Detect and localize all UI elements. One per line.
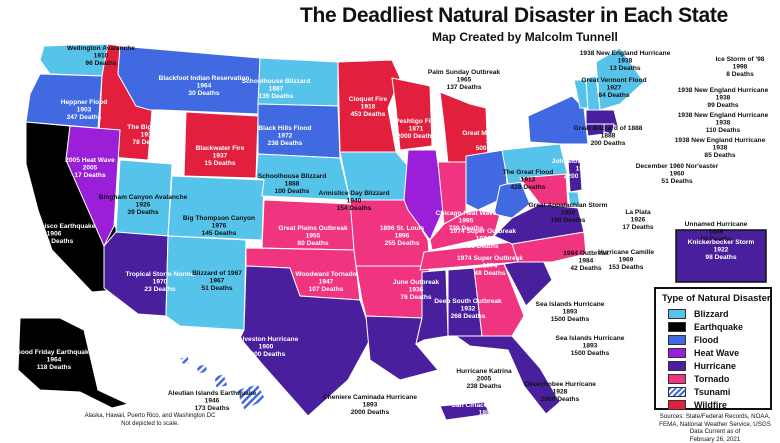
sources-line: Sources: State/Federal Records, NOAA, xyxy=(655,413,775,421)
state-hi4 xyxy=(236,384,266,410)
legend-item: Blizzard xyxy=(662,307,764,320)
state-ak xyxy=(18,318,128,408)
map-subtitle: Map Created by Malcolm Tunnell xyxy=(432,30,618,44)
legend-item: Flood xyxy=(662,333,764,346)
state-hi1 xyxy=(180,356,190,364)
legend-swatch xyxy=(668,322,686,332)
legend-swatch xyxy=(668,400,686,410)
legend-item: Heat Wave xyxy=(662,346,764,359)
sources-line: FEMA, National Weather Service, USGS xyxy=(655,421,775,429)
state-hi2 xyxy=(196,364,208,374)
legend-label: Hurricane xyxy=(694,361,736,371)
legend-rows: Blizzard Earthquake Flood Heat Wave Hurrican… xyxy=(662,307,764,411)
footnote: Alaska, Hawaii, Puerto Rico, and Washing… xyxy=(80,413,220,428)
legend-label: Flood xyxy=(694,335,719,345)
legend: Type of Natural Disaster Blizzard Earthqu… xyxy=(654,287,772,410)
footnote-line: Alaska, Hawaii, Puerto Rico, and Washing… xyxy=(80,413,220,421)
legend-label: Tsunami xyxy=(694,387,730,397)
state-hi3 xyxy=(214,374,228,388)
legend-item: Tornado xyxy=(662,372,764,385)
legend-item: Wildfire xyxy=(662,398,764,411)
legend-title: Type of Natural Disaster xyxy=(662,293,764,304)
map-title: The Deadliest Natural Disaster in Each S… xyxy=(300,4,770,28)
legend-label: Earthquake xyxy=(694,322,743,332)
legend-label: Blizzard xyxy=(694,309,729,319)
legend-swatch xyxy=(668,335,686,345)
sources-line: February 26, 2021 xyxy=(655,436,775,443)
footnote-line: Not depicted to scale. xyxy=(80,421,220,429)
legend-label: Tornado xyxy=(694,374,729,384)
legend-swatch xyxy=(668,348,686,358)
state-nm xyxy=(166,236,246,330)
legend-swatch xyxy=(668,387,686,397)
legend-swatch xyxy=(668,374,686,384)
legend-item: Tsunami xyxy=(662,385,764,398)
legend-swatch xyxy=(668,361,686,371)
sources-line: Data Current as of xyxy=(655,428,775,436)
legend-label: Heat Wave xyxy=(694,348,739,358)
legend-item: Hurricane xyxy=(662,359,764,372)
legend-label: Wildfire xyxy=(694,400,727,410)
legend-item: Earthquake xyxy=(662,320,764,333)
legend-swatch xyxy=(668,309,686,319)
